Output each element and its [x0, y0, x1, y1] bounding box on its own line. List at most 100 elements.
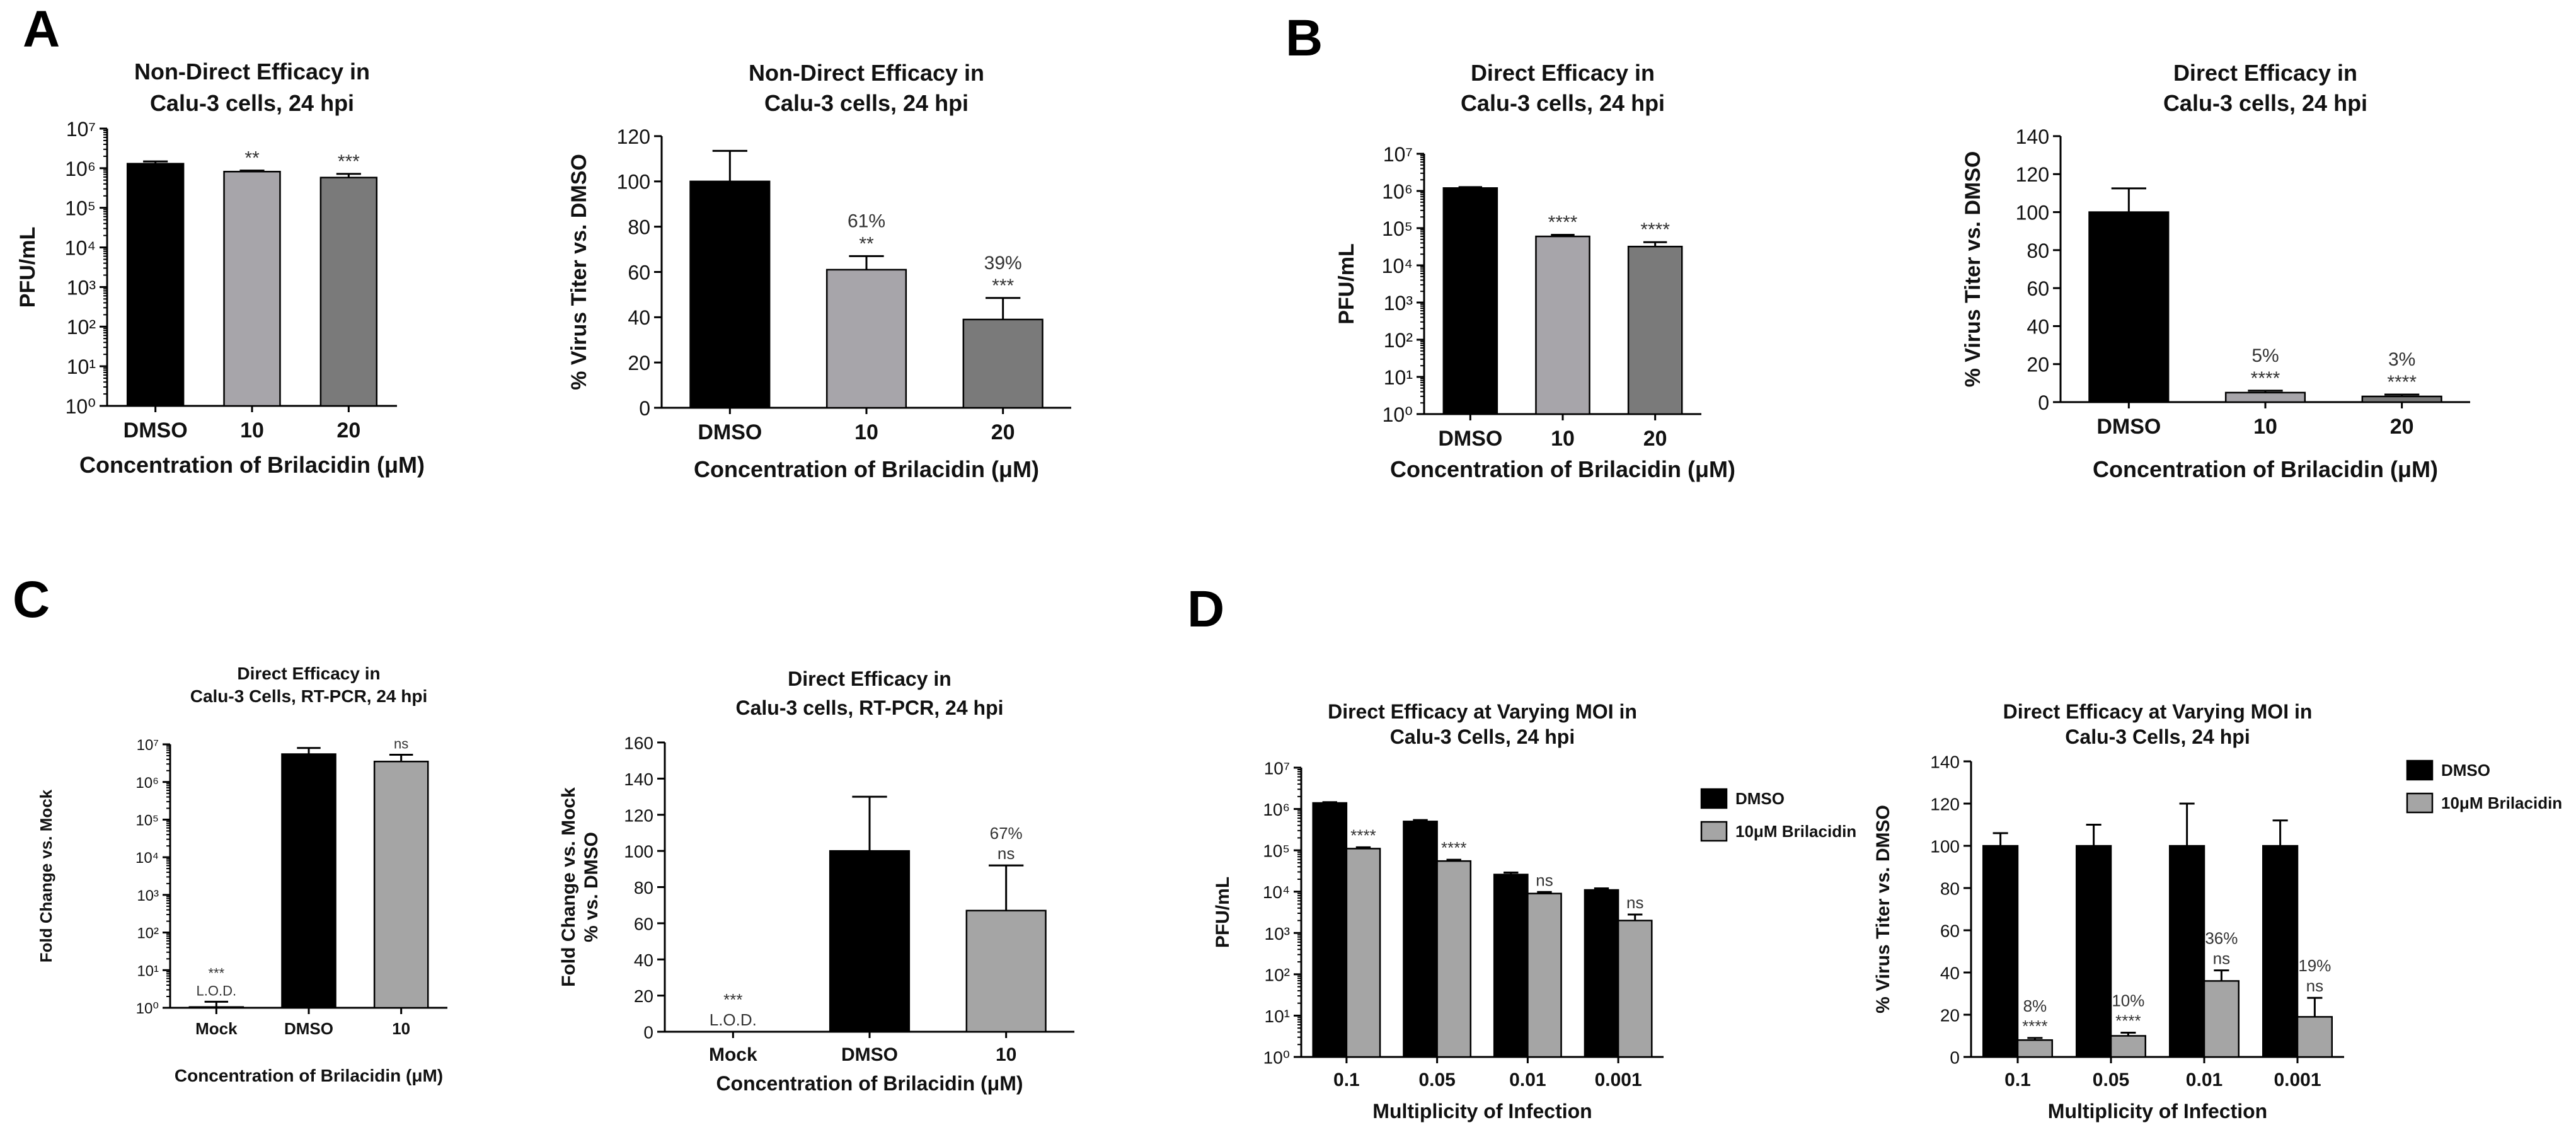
y-tick-label: 10³ — [137, 887, 159, 904]
y-tick-label: 10² — [137, 925, 159, 942]
y-tick-label: 40 — [628, 306, 650, 329]
bar-d2 — [2203, 980, 2240, 1058]
panel-letter-b: B — [1285, 9, 1323, 67]
bar-d1 — [1527, 892, 1562, 1058]
significance-label: 36% — [2205, 929, 2238, 948]
bar-c2 — [829, 850, 911, 1033]
significance-label: 5% — [2251, 345, 2279, 366]
legend-label: DMSO — [1735, 789, 1785, 808]
bar-a2 — [962, 318, 1044, 409]
significance-label: ns — [2306, 976, 2323, 995]
y-axis-label: Fold Change vs. Mock — [37, 789, 55, 962]
y-tick-label: 10⁴ — [1263, 882, 1290, 902]
y-axis-label: PFU/mL — [1335, 243, 1359, 324]
significance-label: ** — [244, 148, 260, 169]
x-tick-label: DMSO — [1438, 427, 1502, 451]
bar-c1 — [188, 1006, 244, 1009]
legend-label: DMSO — [2441, 761, 2490, 780]
bar-c2 — [965, 909, 1047, 1033]
y-tick-label: 10⁷ — [1264, 759, 1290, 778]
y-tick-label: 10³ — [1265, 924, 1290, 944]
significance-label: **** — [1640, 219, 1670, 240]
y-tick-label: 100 — [617, 171, 650, 193]
significance-label: **** — [1350, 826, 1376, 845]
bar-d2 — [2016, 1039, 2054, 1058]
x-tick-label: Mock — [709, 1044, 757, 1065]
y-tick-label: 10⁰ — [1383, 403, 1413, 426]
y-tick-label: 20 — [634, 986, 653, 1006]
bar-d1 — [1345, 848, 1381, 1058]
legend-label: 10μM Brilacidin — [2441, 794, 2562, 812]
y-axis-label: PFU/mL — [1212, 877, 1233, 948]
chart-c2: Direct Efficacy in Calu-3 cells, RT-PCR, … — [558, 667, 1074, 1095]
y-tick-label: 10⁰ — [136, 1000, 159, 1017]
chart-title-line: Calu-3 cells, RT-PCR, 24 hpi — [736, 696, 1004, 719]
panel-letter-c: C — [13, 571, 50, 628]
y-tick-label: 80 — [634, 878, 653, 897]
x-axis-label: Concentration of Brilacidin (μM) — [2093, 456, 2438, 482]
y-tick-label: 40 — [2027, 315, 2049, 338]
significance-label: *** — [992, 275, 1014, 296]
y-tick-label: 10⁶ — [135, 775, 159, 792]
x-tick-label: 0.001 — [2274, 1070, 2321, 1090]
y-tick-label: 120 — [1930, 795, 1960, 814]
chart-title-line: Calu-3 cells, 24 hpi — [764, 90, 969, 116]
x-tick-label: 0.001 — [1595, 1070, 1642, 1090]
y-tick-label: 10² — [1384, 329, 1413, 352]
y-axis-label: % Virus Titer vs. DMSO — [1961, 151, 1985, 388]
bar-d2 — [2168, 845, 2205, 1058]
chart-title-line: Direct Efficacy in — [788, 667, 952, 690]
significance-label: **** — [2115, 1011, 2141, 1030]
chart-title-line: Non-Direct Efficacy in — [134, 59, 370, 84]
y-tick-label: 60 — [1940, 921, 1960, 941]
x-tick-label: 10 — [996, 1044, 1016, 1065]
y-tick-label: 10¹ — [1265, 1007, 1290, 1026]
significance-label: *** — [338, 151, 360, 172]
bar-a2 — [825, 268, 907, 409]
y-tick-label: 10⁵ — [135, 812, 159, 829]
y-tick-label: 10² — [67, 316, 96, 338]
chart-title-line: Direct Efficacy in — [237, 664, 380, 683]
y-tick-label: 160 — [624, 734, 653, 753]
bar-a2 — [689, 180, 771, 409]
significance-label: **** — [2251, 368, 2280, 389]
x-tick-label: 10 — [854, 420, 878, 444]
chart-title-line: Calu-3 cells, 24 hpi — [1461, 90, 1665, 116]
bar-d1 — [1584, 889, 1619, 1058]
y-tick-label: 0 — [2038, 391, 2049, 414]
bar-c1 — [373, 760, 429, 1009]
chart-c1: Direct Efficacy in Calu-3 Cells, RT-PCR, … — [37, 664, 447, 1085]
significance-label: 10% — [2112, 991, 2144, 1010]
y-axis-label-line: % vs. DMSO — [581, 832, 602, 942]
significance-label: 61% — [848, 211, 885, 231]
y-tick-label: 100 — [624, 842, 653, 862]
chart-d1: Direct Efficacy at Varying MOI inCalu-3 … — [1212, 700, 1856, 1123]
bar-c1 — [281, 753, 336, 1009]
y-tick-label: 10⁷ — [1383, 143, 1413, 166]
significance-label: **** — [1441, 838, 1466, 857]
significance-label: 19% — [2298, 956, 2331, 975]
x-axis-label: Multiplicity of Infection — [2048, 1100, 2267, 1123]
x-axis-label: Concentration of Brilacidin (μM) — [79, 452, 425, 478]
bar-d2 — [2262, 845, 2299, 1058]
y-tick-label: 10⁰ — [66, 395, 96, 418]
chart-title-line: Direct Efficacy at Varying MOI in — [1328, 700, 1637, 723]
y-tick-label: 10⁷ — [137, 737, 159, 754]
significance-label: L.O.D. — [710, 1010, 757, 1029]
y-tick-label: 100 — [2016, 201, 2049, 224]
y-tick-label: 40 — [1940, 964, 1960, 983]
bar-b2 — [2361, 395, 2442, 403]
y-tick-label: 10⁰ — [1263, 1048, 1290, 1068]
bar-b1 — [1627, 245, 1683, 415]
legend-swatch — [1700, 821, 1728, 842]
x-tick-label: 0.05 — [1418, 1070, 1455, 1090]
y-tick-label: 120 — [617, 125, 650, 148]
chart-title-line: Non-Direct Efficacy in — [749, 60, 984, 86]
significance-label: ns — [2213, 949, 2230, 968]
y-tick-label: 10⁷ — [66, 118, 96, 141]
significance-label: **** — [1548, 212, 1578, 233]
bar-b1 — [1442, 187, 1498, 415]
y-tick-label: 10² — [1265, 965, 1290, 984]
y-tick-label: 40 — [634, 950, 653, 970]
legend-swatch — [2406, 792, 2434, 814]
